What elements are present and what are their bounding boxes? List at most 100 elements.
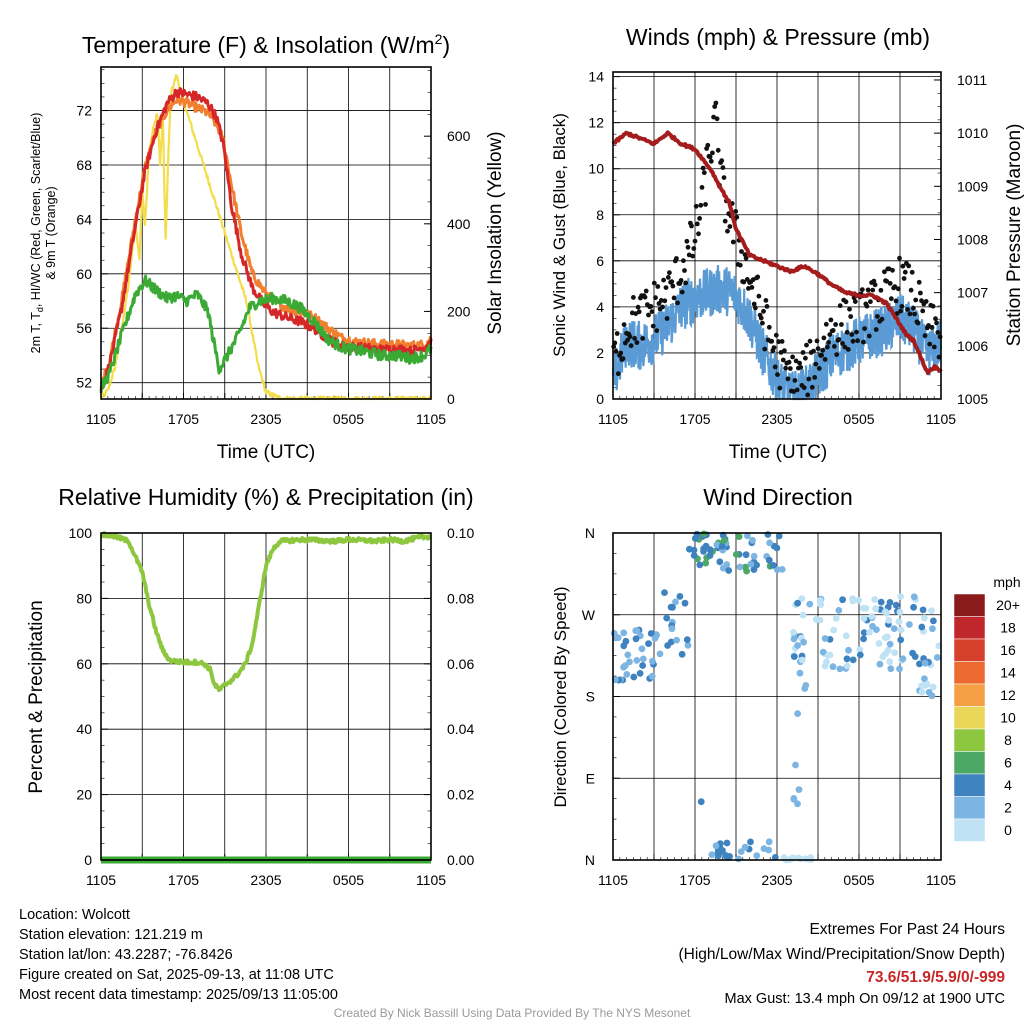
gust-point [761,308,766,314]
direction-point [849,656,857,664]
gust-point [934,320,939,326]
direction-point [620,642,628,650]
gust-point [662,298,668,304]
gust-point [710,150,715,156]
gust-point [762,346,768,352]
gust-point [780,357,786,363]
direction-point [918,688,926,696]
gust-point [933,316,938,322]
gust-point [936,354,942,360]
x-tick-label: 1705 [679,411,710,427]
legend-label: 4 [1004,777,1012,793]
y-right-tick-label: 1006 [957,338,988,354]
gust-point [807,338,813,344]
direction-point [794,599,801,607]
legend-swatch [953,593,986,617]
direction-point [683,636,691,644]
gust-point [753,305,758,311]
direction-point [749,536,756,544]
gust-point [701,170,707,176]
legend-swatch [953,728,986,752]
direction-point [921,659,929,667]
extremes-title: Extremes For Past 24 Hours [809,921,1005,938]
gust-point [618,350,624,356]
x-tick-label: 1105 [926,872,956,888]
direction-point [725,567,733,574]
legend-swatch [953,818,986,842]
gust-point [827,332,833,337]
y-tick-label: 10 [588,161,604,177]
legend-label: 16 [1000,642,1016,658]
y-right-tick-label: 1009 [957,178,988,194]
direction-point [860,629,868,636]
direction-point [843,655,851,663]
legend-swatch [953,616,986,640]
gust-point [665,275,671,280]
gust-point [823,321,829,327]
gust-point [654,328,660,333]
gust-point [678,278,684,283]
x-tick-label: 1705 [168,411,199,427]
direction-point [928,607,935,615]
gust-point [821,335,827,341]
gust-point [805,392,811,398]
gust-point [613,348,619,354]
direction-point [678,650,686,658]
gust-point [667,270,672,276]
direction-point [651,635,659,642]
gust-point [772,364,778,370]
direction-point [921,675,928,683]
gust-point [703,202,708,207]
x-tick-label: 1105 [416,411,446,427]
gust-point [685,244,691,250]
y-right-axis-label: Station Pressure (Maroon) [1004,124,1024,347]
direction-point [697,798,705,806]
gust-point [615,371,621,377]
gust-point [776,339,781,345]
gust-point [812,375,818,380]
gust-point [664,316,670,321]
gust-point [681,258,686,264]
gust-point [918,290,923,296]
gust-point [787,366,793,371]
direction-point [826,651,834,659]
gust-point [698,202,704,208]
gust-point [916,279,922,285]
direction-point [928,692,936,700]
direction-point [832,614,840,622]
y-tick-label: 100 [69,525,93,541]
gust-point [631,295,636,300]
gust-point [743,255,749,261]
direction-point [790,653,798,660]
gust-point [708,158,714,164]
legend-swatch [953,751,986,775]
direction-point [737,848,745,855]
direction-point [708,851,716,859]
gust-point [705,142,711,148]
extremes-info: Extremes For Past 24 Hours (High/Low/Max… [679,917,1006,1009]
location-label: Location: Wolcott [19,907,130,923]
direction-point [790,629,797,636]
direction-point [879,653,887,661]
direction-point [845,646,852,654]
max-gust-label: Max Gust: 13.4 mph On 09/12 at 1900 UTC [724,991,1005,1007]
direction-point [663,614,671,622]
gust-point [792,378,798,383]
gust-point [741,279,747,285]
gust-point [825,344,830,350]
gust-point [912,311,917,317]
gust-point [872,282,878,288]
gust-point [742,252,748,257]
gust-point [646,312,651,318]
direction-point [684,641,692,649]
humidity-line [99,531,433,692]
gust-point [864,303,870,309]
direction-point [771,854,779,861]
direction-point [886,658,894,666]
y-axis-label: Direction (Colored By Speed) [551,586,570,807]
y-tick-label: 80 [76,590,92,606]
gust-point [830,328,836,333]
direction-point [750,566,758,573]
gust-point [816,366,822,371]
